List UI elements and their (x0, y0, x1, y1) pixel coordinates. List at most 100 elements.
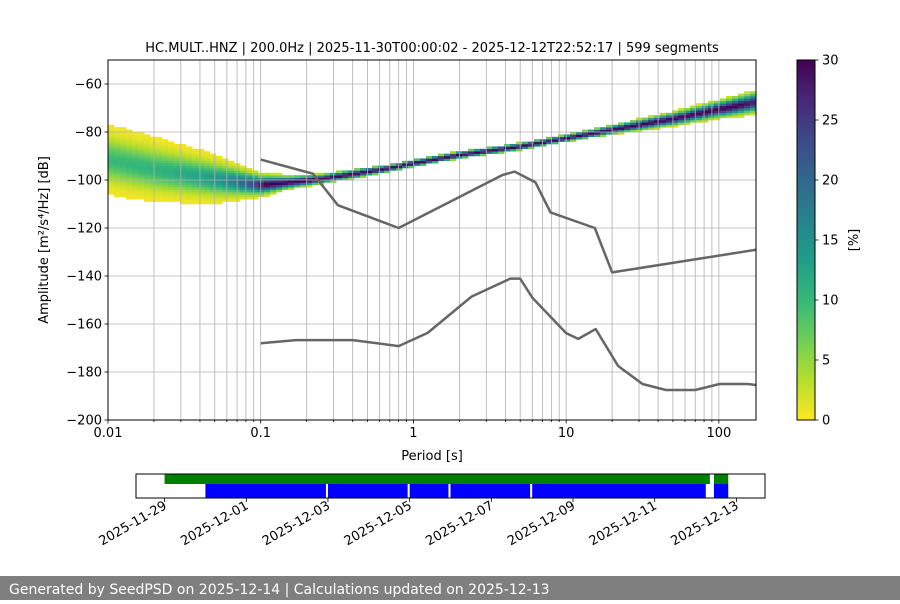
heatmap-cell (168, 153, 175, 157)
heatmap-cell (246, 184, 253, 188)
heatmap-cell (192, 170, 199, 174)
heatmap-cell (228, 192, 235, 195)
heatmap-cell (660, 120, 667, 123)
heatmap-cell (174, 158, 181, 162)
heatmap-cell (156, 165, 163, 169)
heatmap-cell (126, 187, 133, 190)
heatmap-cell (276, 175, 283, 178)
heatmap-cell (162, 196, 169, 200)
heatmap-cell (162, 172, 169, 176)
heatmap-cell (354, 168, 361, 171)
heatmap-cell (162, 158, 169, 162)
heatmap-cell (150, 170, 157, 174)
heatmap-cell (108, 165, 115, 169)
heatmap-cell (138, 172, 145, 176)
heatmap-cell (594, 132, 601, 135)
heatmap-cell (240, 196, 247, 200)
heatmap-cell (552, 141, 559, 145)
heatmap-cell (150, 192, 157, 195)
heatmap-cell (186, 151, 193, 154)
heatmap-cell (108, 182, 115, 186)
heatmap-cell (306, 180, 313, 183)
heatmap-cell (738, 115, 745, 118)
heatmap-cell (432, 158, 439, 162)
colorbar-tick-label: 0 (822, 414, 830, 429)
heatmap-cell (114, 187, 121, 190)
heatmap-cell (600, 127, 607, 130)
heatmap-cell (180, 156, 187, 159)
heatmap-cell (582, 132, 589, 135)
heatmap-cell (144, 160, 151, 164)
heatmap-cell (654, 127, 661, 130)
x-tick-label: 0.01 (94, 426, 123, 441)
heatmap-cell (174, 184, 181, 188)
heatmap-cell (222, 182, 229, 186)
heatmap-cell (216, 170, 223, 174)
chart-title: HC.MULT..HNZ | 200.0Hz | 2025-11-30T00:0… (145, 41, 719, 56)
heatmap-cell (114, 172, 121, 176)
heatmap-cell (750, 110, 756, 114)
heatmap-cell (150, 146, 157, 150)
heatmap-cell (612, 127, 619, 130)
heatmap-cell (576, 136, 583, 140)
heatmap-cell (306, 182, 313, 186)
heatmap-cell (252, 196, 259, 200)
availability-segment-green (713, 474, 729, 484)
heatmap-cell (708, 100, 715, 104)
heatmap-cell (204, 158, 211, 162)
heatmap-cell (732, 110, 739, 114)
heatmap-cell (744, 105, 751, 109)
heatmap-cell (150, 148, 157, 152)
heatmap-cell (282, 180, 289, 183)
heatmap-cell (672, 124, 679, 128)
heatmap-cell (168, 144, 175, 147)
heatmap-cell (126, 141, 133, 145)
heatmap-cell (192, 180, 199, 183)
heatmap-cell (192, 196, 199, 200)
heatmap-cell (264, 187, 271, 190)
heatmap-cell (210, 187, 217, 190)
heatmap-cell (168, 192, 175, 195)
heatmap-cell (594, 129, 601, 133)
heatmap-cell (294, 177, 301, 181)
heatmap-cell (714, 117, 721, 121)
availability-frame (135, 473, 766, 499)
heatmap-cell (198, 175, 205, 178)
heatmap-cell (144, 153, 151, 157)
heatmap-cell (588, 134, 595, 138)
heatmap-cell (144, 136, 151, 140)
psd-figure: HC.MULT..HNZ | 200.0Hz | 2025-11-30T00:0… (37, 41, 862, 549)
availability-date-label: 2025-12-05 (342, 498, 415, 549)
y-tick-label: −200 (66, 414, 102, 429)
heatmap-cell (204, 187, 211, 190)
heatmap-cell (168, 177, 175, 181)
heatmap-cell (192, 194, 199, 198)
heatmap-cell (162, 144, 169, 147)
heatmap-cell (372, 165, 379, 169)
heatmap-cell (138, 144, 145, 147)
heatmap-cell (258, 175, 265, 178)
heatmap-cell (108, 156, 115, 159)
heatmap-cell (678, 122, 685, 126)
heatmap-cell (174, 146, 181, 150)
heatmap-cell (564, 136, 571, 140)
heatmap-cell (522, 146, 529, 150)
heatmap-cell (324, 177, 331, 181)
heatmap-cell (726, 110, 733, 114)
heatmap-cell (204, 165, 211, 169)
heatmap-cell (108, 132, 115, 135)
heatmap-cell (180, 165, 187, 169)
heatmap-cell (174, 160, 181, 164)
heatmap-cell (750, 112, 756, 116)
heatmap-cell (180, 201, 187, 205)
heatmap-cell (420, 160, 427, 164)
heatmap-cell (192, 199, 199, 202)
availability-date-label: 2025-12-13 (668, 498, 741, 549)
heatmap-cell (150, 199, 157, 202)
heatmap-cell (168, 160, 175, 164)
heatmap-cell (108, 184, 115, 188)
heatmap-cell (264, 182, 271, 186)
heatmap-cell (270, 182, 277, 186)
heatmap-cell (468, 151, 475, 154)
heatmap-cell (180, 180, 187, 183)
